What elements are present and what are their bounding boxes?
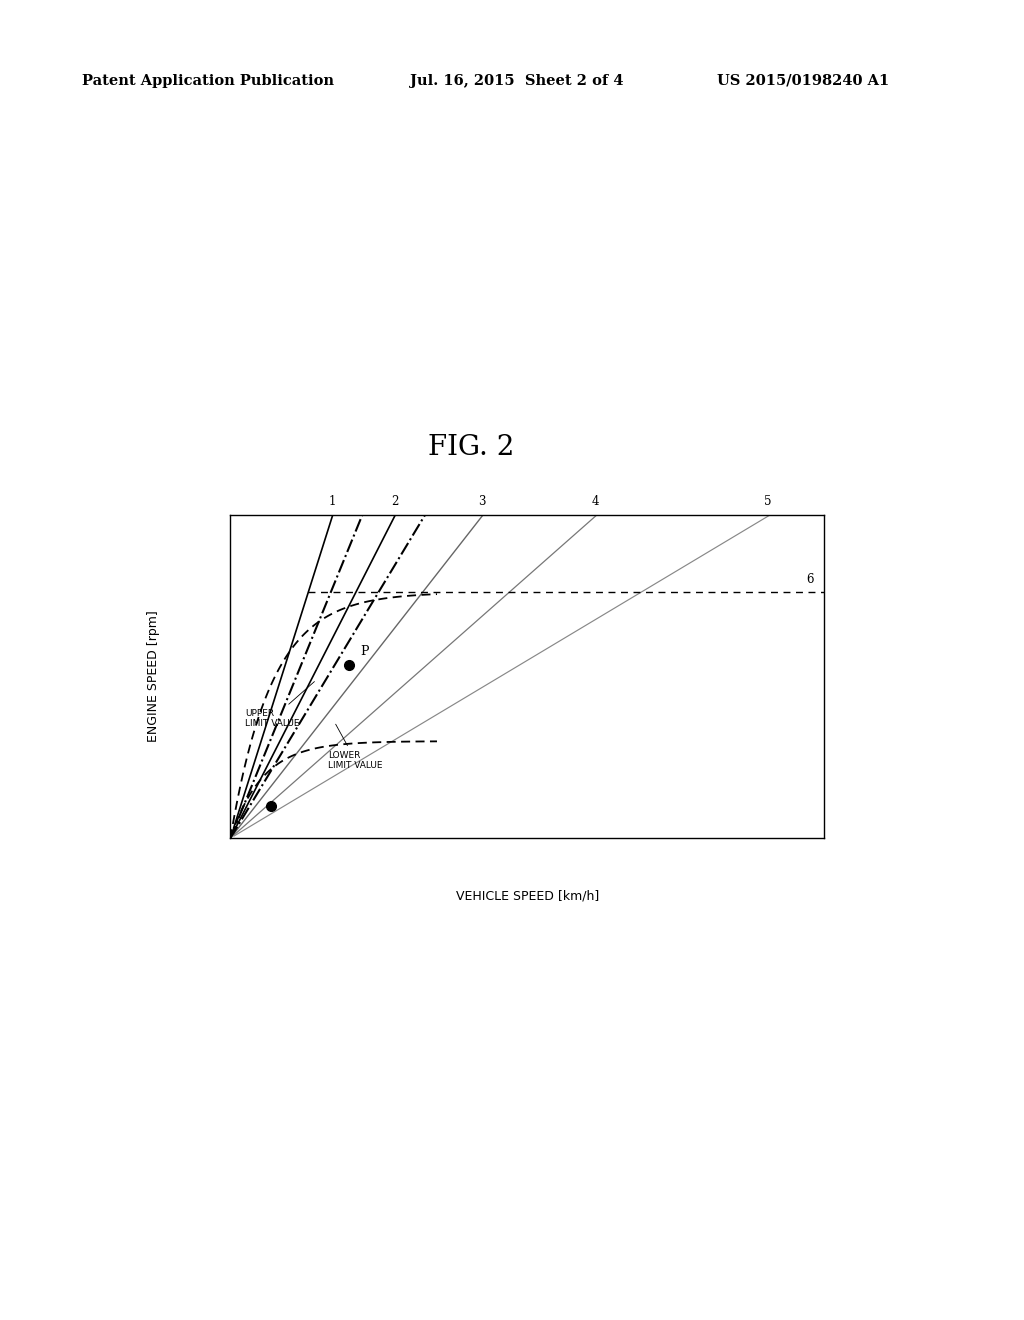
- Text: 6: 6: [806, 573, 814, 586]
- Text: Jul. 16, 2015  Sheet 2 of 4: Jul. 16, 2015 Sheet 2 of 4: [410, 74, 623, 88]
- Text: VEHICLE SPEED [km/h]: VEHICLE SPEED [km/h]: [456, 890, 599, 903]
- Text: 1: 1: [329, 495, 336, 508]
- Text: US 2015/0198240 A1: US 2015/0198240 A1: [717, 74, 889, 88]
- Text: 5: 5: [764, 495, 771, 508]
- Text: P: P: [359, 645, 369, 659]
- Text: FIG. 2: FIG. 2: [428, 434, 514, 462]
- Text: 3: 3: [478, 495, 485, 508]
- Text: UPPER
LIMIT VALUE: UPPER LIMIT VALUE: [246, 681, 314, 729]
- Text: ENGINE SPEED [rpm]: ENGINE SPEED [rpm]: [146, 611, 160, 742]
- Text: 2: 2: [391, 495, 398, 508]
- Text: 4: 4: [592, 495, 599, 508]
- Text: LOWER
LIMIT VALUE: LOWER LIMIT VALUE: [329, 725, 383, 771]
- Text: Patent Application Publication: Patent Application Publication: [82, 74, 334, 88]
